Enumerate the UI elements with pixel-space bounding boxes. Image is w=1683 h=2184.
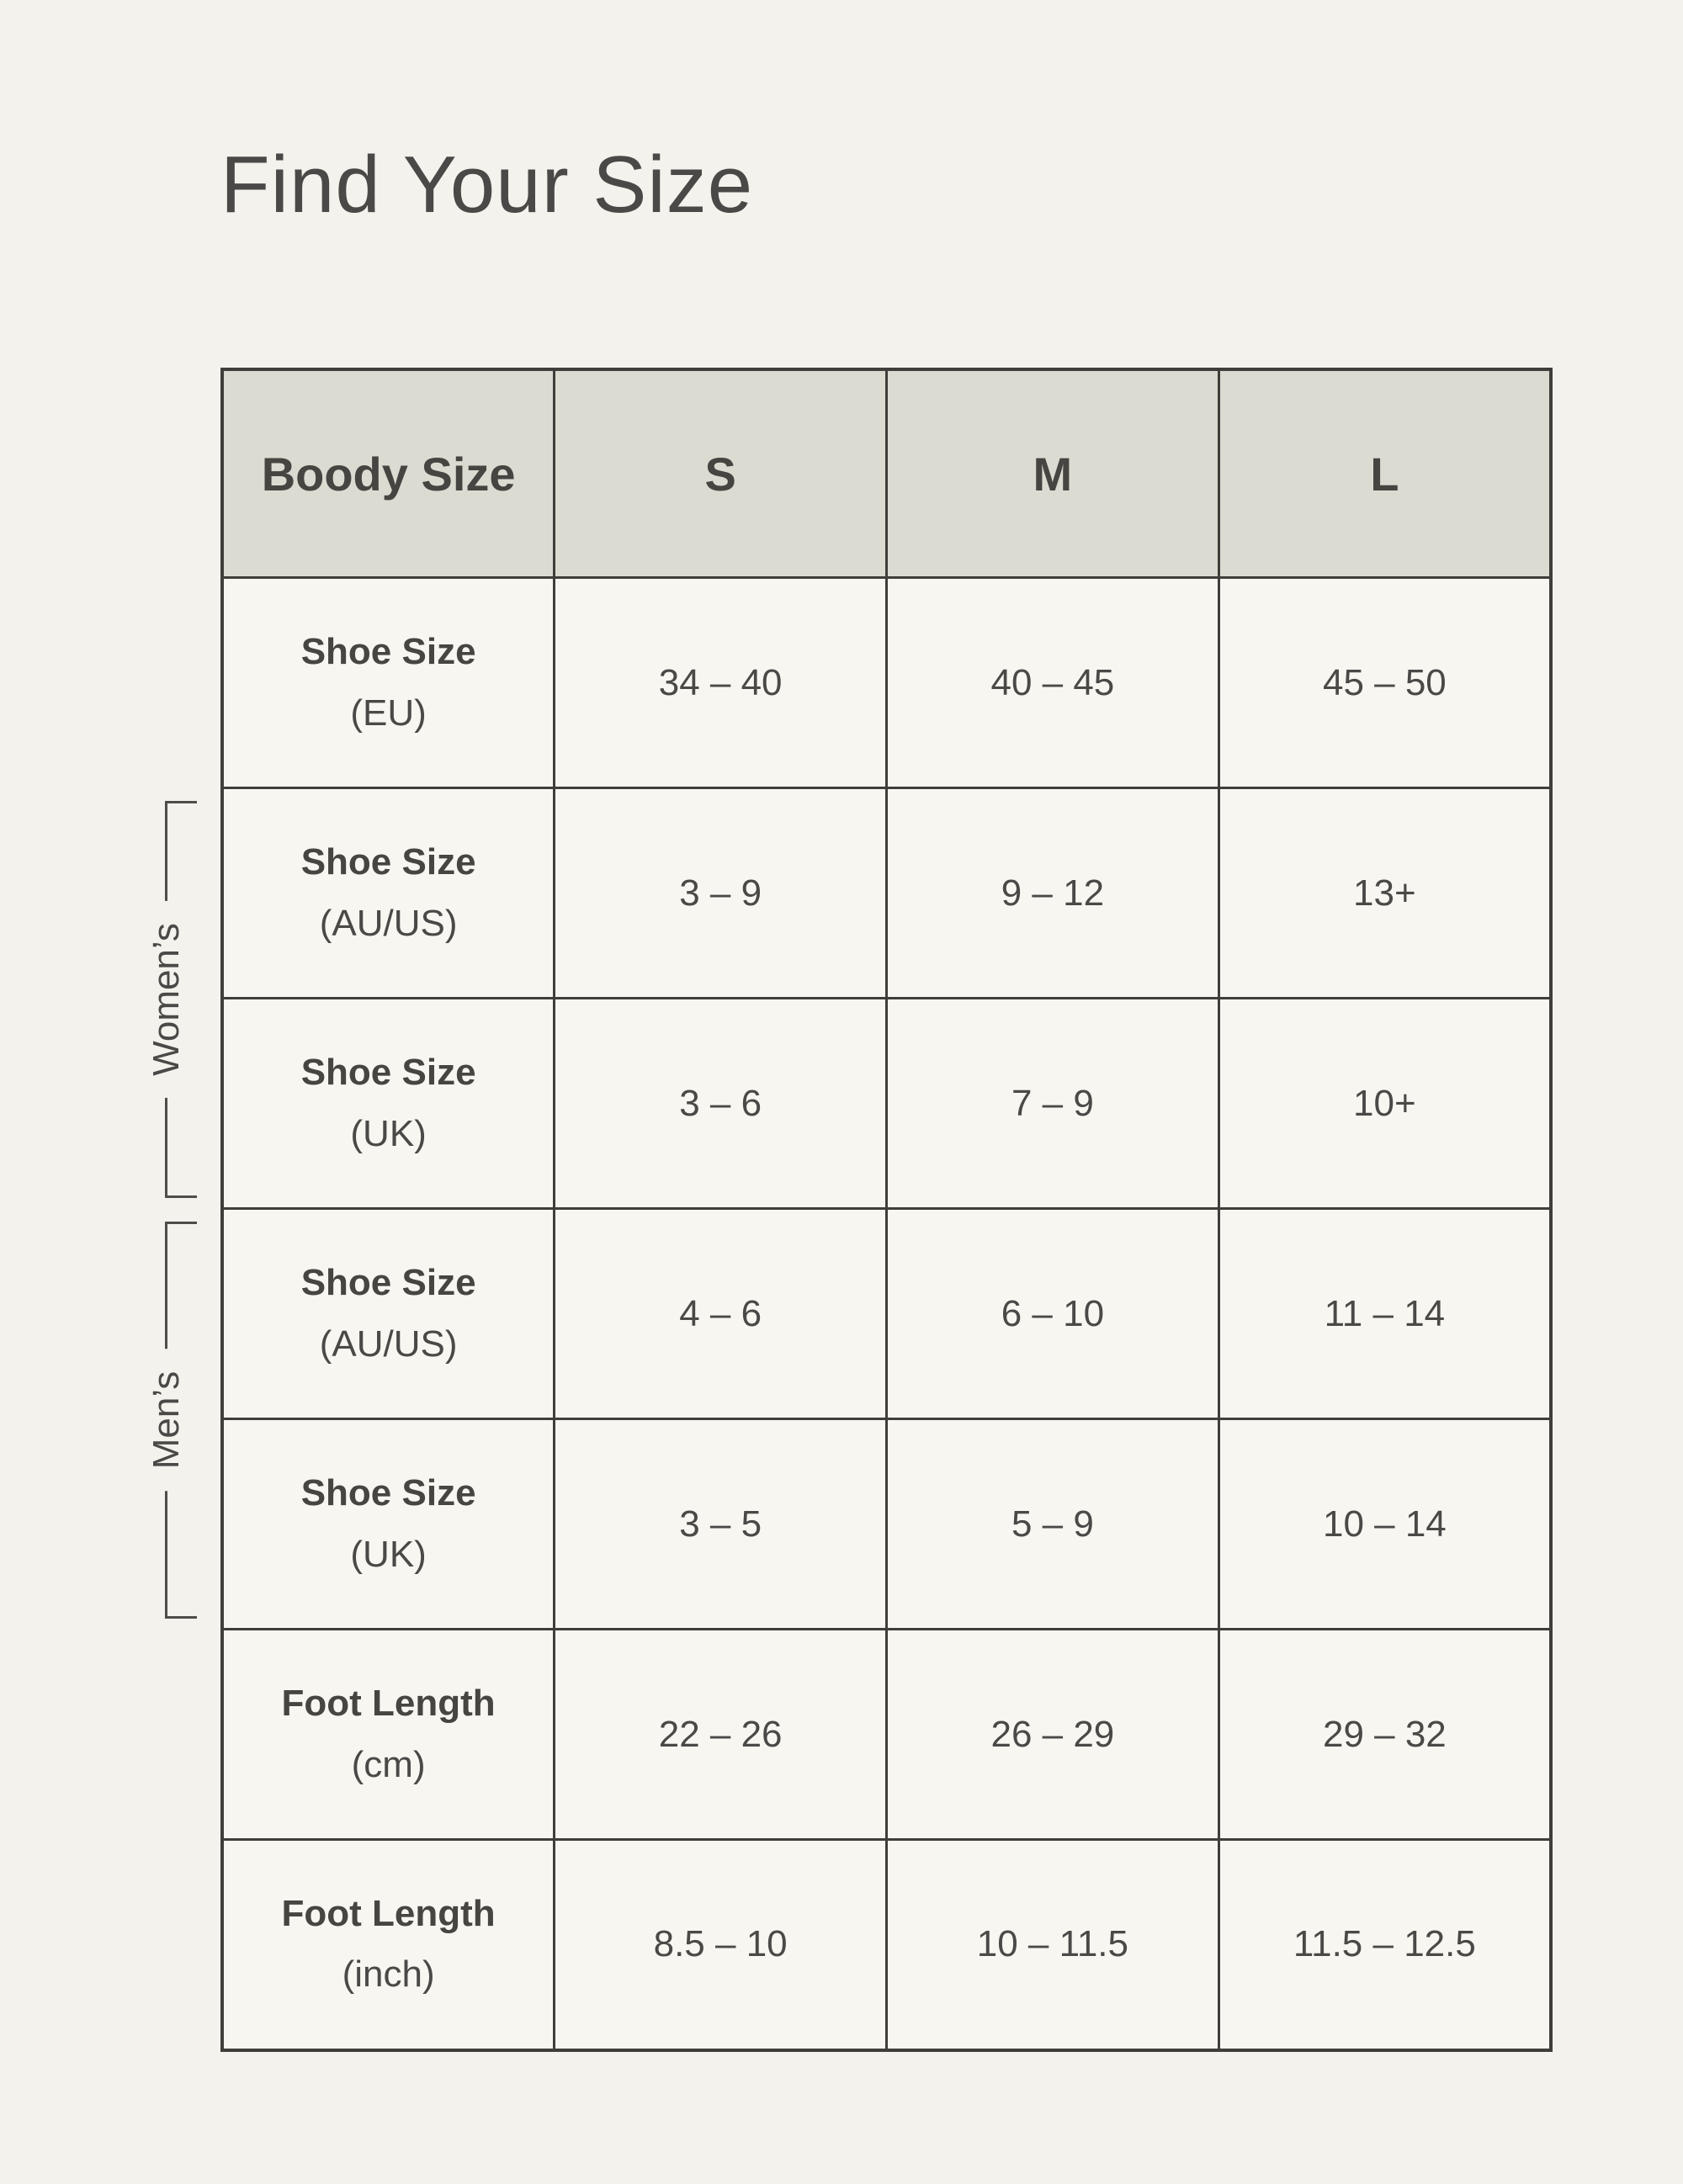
header-cell-size-s: S — [553, 368, 888, 579]
row-label-cell: Foot Length (inch) — [220, 1838, 556, 2051]
table-row-womens-shoe-size-au-us: Shoe Size (AU/US) 3 – 9 9 – 12 13+ — [220, 787, 1553, 999]
table-row-womens-shoe-size-uk: Shoe Size (UK) 3 – 6 7 – 9 10+ — [220, 997, 1553, 1210]
row-label: Shoe Size — [300, 1051, 476, 1093]
mens-group-label: Men’s — [146, 1349, 188, 1492]
table-row-foot-length-inch: Foot Length (inch) 8.5 – 10 10 – 11.5 11… — [220, 1838, 1553, 2051]
row-label-cell: Shoe Size (UK) — [220, 1418, 556, 1630]
womens-group-bracket: Women’s — [146, 801, 197, 1198]
row-label-cell: Shoe Size (AU/US) — [220, 787, 556, 999]
size-value-cell: 9 – 12 — [885, 787, 1220, 999]
size-table: Boody Size S M L Shoe Size (EU) 34 – 40 … — [220, 368, 1553, 2052]
size-value-cell: 8.5 – 10 — [553, 1838, 888, 2051]
table-row-mens-shoe-size-au-us: Shoe Size (AU/US) 4 – 6 6 – 10 11 – 14 — [220, 1207, 1553, 1420]
womens-group-label: Women’s — [146, 901, 188, 1098]
size-value-cell: 11.5 – 12.5 — [1217, 1838, 1553, 2051]
size-value-cell: 26 – 29 — [885, 1628, 1220, 1841]
header-cell-size-m: M — [885, 368, 1220, 579]
row-unit: (inch) — [342, 1953, 435, 1996]
row-label-cell: Shoe Size (AU/US) — [220, 1207, 556, 1420]
row-unit: (AU/US) — [319, 1323, 458, 1365]
row-unit: (UK) — [350, 1533, 427, 1575]
row-label: Shoe Size — [300, 1471, 476, 1513]
table-row-mens-shoe-size-uk: Shoe Size (UK) 3 – 5 5 – 9 10 – 14 — [220, 1418, 1553, 1630]
size-value-cell: 29 – 32 — [1217, 1628, 1553, 1841]
row-unit: (AU/US) — [319, 902, 458, 944]
size-value-cell: 4 – 6 — [553, 1207, 888, 1420]
row-label: Foot Length — [281, 1682, 496, 1724]
size-value-cell: 40 – 45 — [885, 576, 1220, 789]
size-value-cell: 3 – 6 — [553, 997, 888, 1210]
size-value-cell: 7 – 9 — [885, 997, 1220, 1210]
row-label: Shoe Size — [300, 1261, 476, 1303]
row-label: Shoe Size — [300, 840, 476, 883]
header-cell-size-l: L — [1217, 368, 1553, 579]
row-label-cell: Shoe Size (EU) — [220, 576, 556, 789]
size-value-cell: 10 – 14 — [1217, 1418, 1553, 1630]
size-value-cell: 11 – 14 — [1217, 1207, 1553, 1420]
size-value-cell: 10+ — [1217, 997, 1553, 1210]
size-value-cell: 34 – 40 — [553, 576, 888, 789]
row-unit: (cm) — [351, 1743, 426, 1785]
size-value-cell: 3 – 5 — [553, 1418, 888, 1630]
size-value-cell: 13+ — [1217, 787, 1553, 999]
mens-group-bracket: Men’s — [146, 1222, 197, 1619]
row-label-cell: Shoe Size (UK) — [220, 997, 556, 1210]
table-row-foot-length-cm: Foot Length (cm) 22 – 26 26 – 29 29 – 32 — [220, 1628, 1553, 1841]
row-label: Shoe Size — [300, 630, 476, 672]
header-row: Boody Size S M L — [220, 368, 1553, 579]
page-title: Find Your Size — [220, 140, 754, 230]
size-value-cell: 3 – 9 — [553, 787, 888, 999]
header-cell-boody-size: Boody Size — [220, 368, 556, 579]
row-unit: (UK) — [350, 1112, 427, 1154]
row-unit: (EU) — [350, 692, 427, 734]
size-value-cell: 5 – 9 — [885, 1418, 1220, 1630]
size-value-cell: 45 – 50 — [1217, 576, 1553, 789]
table-row-shoe-size-eu: Shoe Size (EU) 34 – 40 40 – 45 45 – 50 — [220, 576, 1553, 789]
row-label-cell: Foot Length (cm) — [220, 1628, 556, 1841]
size-value-cell: 6 – 10 — [885, 1207, 1220, 1420]
size-value-cell: 10 – 11.5 — [885, 1838, 1220, 2051]
row-label: Foot Length — [281, 1892, 496, 1934]
size-value-cell: 22 – 26 — [553, 1628, 888, 1841]
